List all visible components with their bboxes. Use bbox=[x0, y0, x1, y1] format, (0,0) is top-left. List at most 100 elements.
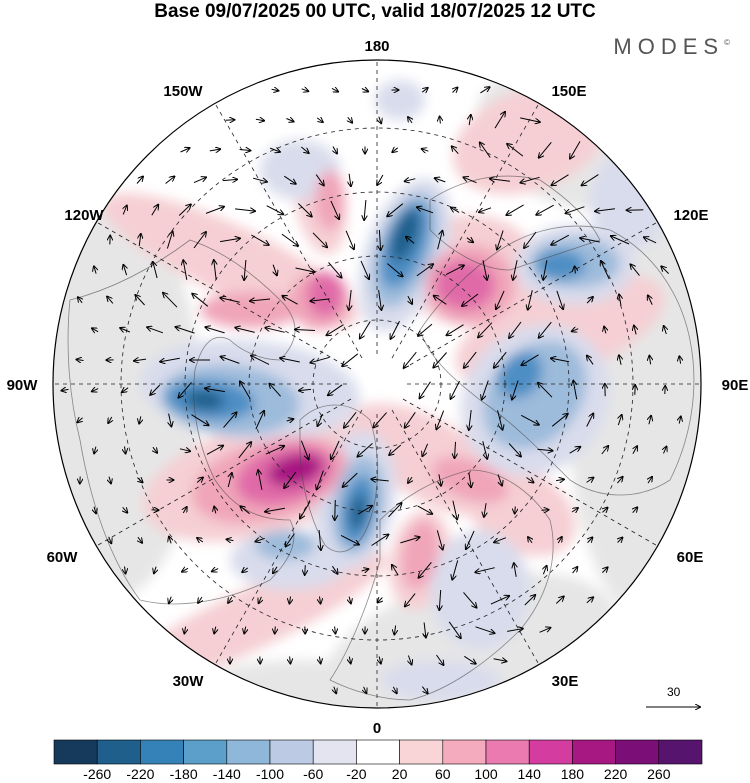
negative-anomaly bbox=[375, 80, 425, 120]
wind-vector bbox=[251, 234, 268, 245]
colorbar-swatch bbox=[312, 739, 357, 765]
wind-vector bbox=[151, 205, 158, 216]
wind-vector bbox=[406, 237, 415, 244]
wind-vector bbox=[400, 537, 419, 544]
wind-vector bbox=[588, 537, 593, 542]
colorbar-swatch bbox=[572, 739, 616, 765]
wind-vector bbox=[452, 500, 457, 520]
colorbar-tick-label: -60 bbox=[303, 766, 324, 782]
wind-vector bbox=[558, 537, 562, 544]
wind-vector bbox=[222, 179, 237, 180]
wind-vector bbox=[507, 629, 523, 632]
wind-vector bbox=[619, 294, 621, 306]
meridian-line bbox=[391, 103, 540, 359]
wind-vector bbox=[451, 380, 460, 399]
lon-label-60e: 60E bbox=[677, 549, 704, 566]
wind-vector bbox=[555, 597, 563, 604]
wind-vector bbox=[300, 501, 311, 518]
wind-vector bbox=[494, 112, 505, 129]
wind-vector bbox=[573, 567, 578, 574]
wind-vector bbox=[388, 503, 402, 518]
wind-vector bbox=[252, 178, 267, 182]
wind-vector bbox=[242, 568, 249, 572]
colorbar bbox=[53, 739, 703, 765]
reference-vector-label: 30 bbox=[667, 685, 681, 699]
wind-vector bbox=[466, 530, 475, 549]
wind-vector bbox=[373, 412, 387, 428]
wind-vector bbox=[664, 326, 667, 335]
modes-logo: MODES© bbox=[613, 34, 730, 60]
colorbar-tick-label: -20 bbox=[346, 766, 367, 782]
wind-vector bbox=[464, 655, 475, 663]
wind-vector bbox=[512, 380, 519, 400]
colorbar-swatch bbox=[183, 739, 228, 765]
lon-label-30w: 30W bbox=[173, 673, 205, 690]
wind-vector bbox=[342, 353, 359, 366]
wind-vector bbox=[570, 141, 581, 158]
wind-vector bbox=[595, 209, 615, 212]
colorbar-swatch bbox=[226, 739, 271, 765]
wind-vector bbox=[295, 330, 316, 331]
wind-vector bbox=[418, 323, 433, 336]
negative-anomaly bbox=[497, 351, 543, 399]
wind-vector bbox=[455, 441, 456, 458]
wind-vector bbox=[480, 87, 489, 94]
wind-vector bbox=[235, 209, 255, 211]
colorbar-swatch bbox=[269, 739, 314, 765]
meridian-line bbox=[214, 103, 363, 359]
wind-vector bbox=[315, 174, 324, 186]
wind-vector bbox=[543, 566, 546, 575]
wind-vector bbox=[300, 440, 308, 460]
wind-vector bbox=[265, 507, 285, 511]
wind-vector bbox=[379, 229, 380, 250]
wind-vector bbox=[439, 474, 441, 485]
wind-vector bbox=[379, 656, 381, 664]
positive-anomaly bbox=[307, 273, 343, 317]
wind-vector bbox=[478, 322, 493, 338]
wind-vector bbox=[197, 538, 204, 542]
wind-vector bbox=[404, 351, 417, 368]
wind-vector bbox=[220, 238, 240, 241]
wind-vector bbox=[422, 149, 429, 151]
wind-vector bbox=[393, 686, 396, 693]
wind-vector bbox=[514, 563, 516, 577]
colorbar-swatch bbox=[140, 739, 184, 765]
wind-vector bbox=[196, 478, 203, 483]
greenland-coast bbox=[299, 404, 378, 553]
wind-vector bbox=[286, 119, 293, 122]
wind-vector bbox=[340, 534, 359, 544]
wind-vector bbox=[436, 654, 444, 665]
wind-vector bbox=[389, 444, 402, 455]
wind-vector bbox=[387, 203, 404, 217]
wind-vector bbox=[335, 499, 336, 520]
wind-vector bbox=[139, 416, 141, 423]
wind-vector bbox=[273, 264, 277, 276]
wind-vector bbox=[125, 446, 126, 454]
meridian-line bbox=[402, 398, 658, 547]
wind-vector bbox=[286, 533, 295, 547]
wind-vector bbox=[344, 411, 357, 427]
wind-vector bbox=[300, 146, 308, 153]
wind-vector bbox=[327, 324, 344, 336]
wind-vector bbox=[330, 200, 339, 219]
wind-vector bbox=[317, 470, 324, 490]
wind-vector bbox=[244, 259, 246, 280]
wind-vector bbox=[297, 203, 311, 217]
wind-vector bbox=[147, 327, 164, 334]
wind-vector bbox=[506, 204, 524, 215]
wind-vector bbox=[490, 596, 509, 605]
wind-vector bbox=[392, 565, 399, 576]
wind-vector bbox=[493, 659, 507, 662]
wind-vector bbox=[408, 655, 411, 665]
wind-vector bbox=[258, 470, 263, 490]
wind-vector bbox=[109, 476, 111, 484]
colorbar-tick-label: 140 bbox=[517, 766, 541, 782]
wind-vector bbox=[134, 359, 147, 361]
wind-vector bbox=[539, 628, 551, 633]
wind-vector bbox=[433, 352, 447, 368]
wind-vector bbox=[343, 472, 358, 487]
wind-vector bbox=[522, 354, 539, 365]
wind-vector bbox=[295, 267, 315, 272]
negative-anomaly bbox=[430, 530, 530, 650]
wind-vector bbox=[379, 116, 381, 124]
